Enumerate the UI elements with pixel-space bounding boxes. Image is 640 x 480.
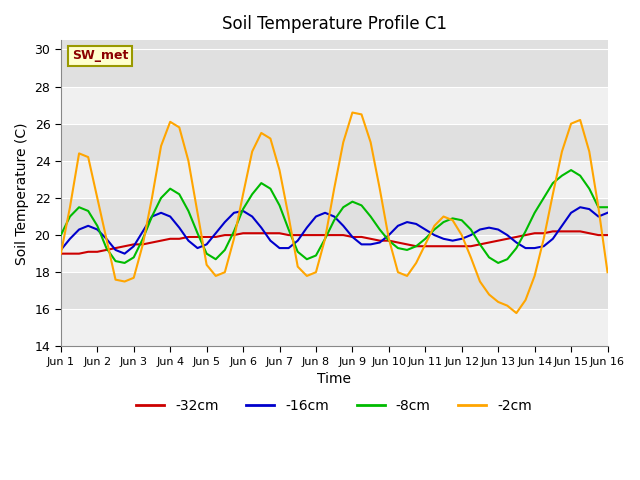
Title: Soil Temperature Profile C1: Soil Temperature Profile C1 — [221, 15, 447, 33]
Text: SW_met: SW_met — [72, 49, 128, 62]
Bar — [61, 272, 607, 309]
Bar — [61, 235, 607, 272]
Bar — [61, 124, 607, 161]
Bar — [61, 161, 607, 198]
Bar — [61, 40, 607, 49]
Y-axis label: Soil Temperature (C): Soil Temperature (C) — [15, 122, 29, 264]
Bar — [61, 198, 607, 235]
Bar — [61, 86, 607, 124]
Bar — [61, 49, 607, 86]
X-axis label: Time: Time — [317, 372, 351, 386]
Legend: -32cm, -16cm, -8cm, -2cm: -32cm, -16cm, -8cm, -2cm — [131, 393, 538, 419]
Bar — [61, 309, 607, 347]
